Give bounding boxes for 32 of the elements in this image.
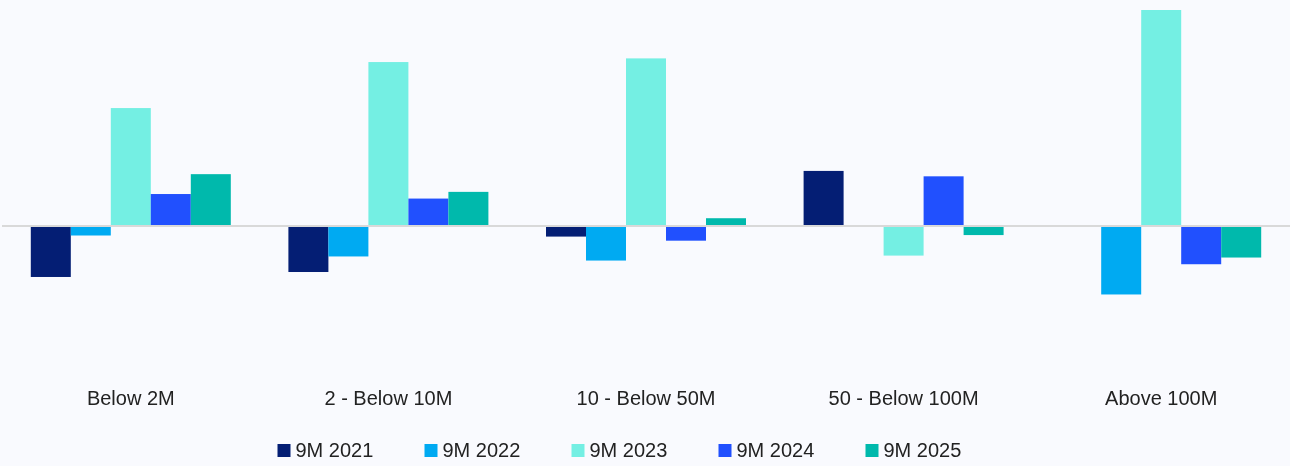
bar bbox=[150, 194, 191, 226]
x-tick-label: 10 - Below 50M bbox=[576, 387, 716, 409]
bar bbox=[328, 226, 369, 257]
bar bbox=[70, 226, 111, 236]
bar bbox=[666, 226, 706, 241]
bar bbox=[923, 176, 964, 226]
bar bbox=[288, 226, 329, 273]
bar bbox=[190, 174, 231, 226]
x-tick-label: 50 - Below 100M bbox=[828, 387, 979, 409]
bar bbox=[408, 198, 449, 226]
bar bbox=[706, 218, 746, 226]
x-tick-label: Below 2M bbox=[86, 387, 175, 409]
legend-label: 9M 2021 bbox=[295, 439, 374, 461]
bar bbox=[626, 58, 666, 226]
bar bbox=[546, 226, 586, 237]
legend-label: 9M 2022 bbox=[442, 439, 521, 461]
legend-label: 9M 2025 bbox=[883, 439, 962, 461]
bar bbox=[1141, 10, 1182, 226]
bar bbox=[1101, 226, 1142, 295]
bar bbox=[368, 62, 409, 226]
bar bbox=[30, 226, 71, 277]
bar bbox=[883, 226, 924, 256]
bar bbox=[1221, 226, 1262, 258]
bar bbox=[803, 170, 844, 226]
bar bbox=[1181, 226, 1222, 265]
bar bbox=[586, 226, 626, 261]
x-tick-label: Above 100M bbox=[1105, 387, 1218, 409]
bar bbox=[448, 191, 489, 226]
legend-label: 9M 2023 bbox=[589, 439, 668, 461]
x-tick-label: 2 - Below 10M bbox=[324, 387, 453, 409]
bar bbox=[110, 108, 151, 226]
legend-label: 9M 2024 bbox=[736, 439, 815, 461]
